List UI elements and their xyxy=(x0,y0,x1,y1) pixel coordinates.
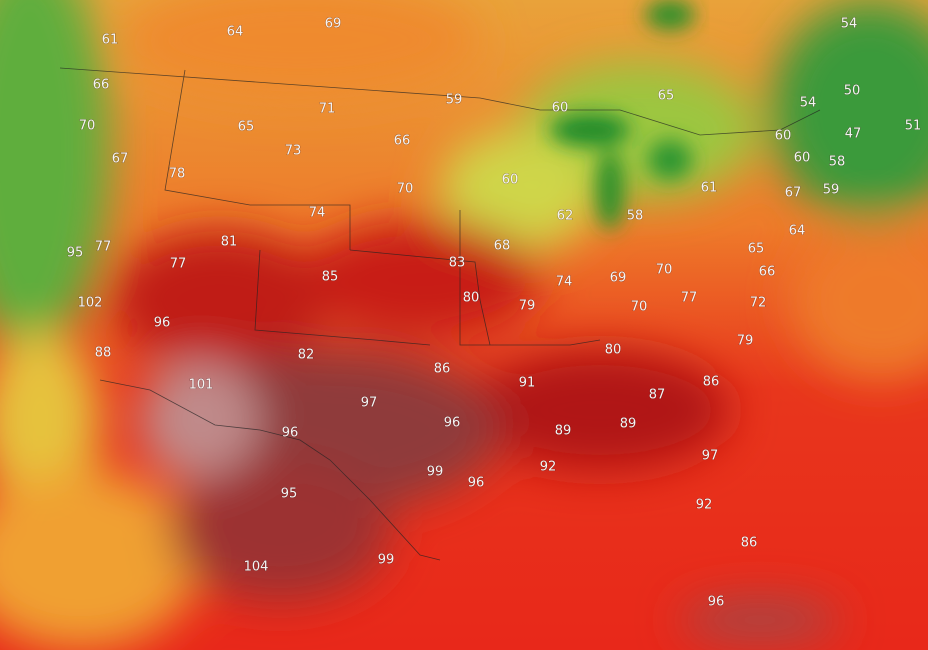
temperature-label: 99 xyxy=(427,465,444,480)
temperature-label: 101 xyxy=(189,378,214,393)
temperature-label: 69 xyxy=(610,271,627,286)
temperature-label: 83 xyxy=(449,256,466,271)
temperature-label: 66 xyxy=(93,78,110,93)
temperature-label: 86 xyxy=(741,536,758,551)
temperature-label: 60 xyxy=(775,129,792,144)
temperature-label: 67 xyxy=(785,186,802,201)
temperature-label: 69 xyxy=(325,17,342,32)
temperature-label: 78 xyxy=(169,167,186,182)
temperature-label: 72 xyxy=(750,296,767,311)
temperature-label: 79 xyxy=(737,334,754,349)
temperature-label: 58 xyxy=(829,155,846,170)
temperature-label: 95 xyxy=(67,246,84,261)
temperature-label: 67 xyxy=(112,152,129,167)
temperature-label: 68 xyxy=(494,239,511,254)
temperature-label: 54 xyxy=(800,96,817,111)
temperature-label: 65 xyxy=(238,120,255,135)
temperature-label: 71 xyxy=(319,102,336,117)
temperature-label: 77 xyxy=(95,240,112,255)
temperature-label: 59 xyxy=(446,93,463,108)
temperature-label: 92 xyxy=(540,460,557,475)
temperature-label: 86 xyxy=(434,362,451,377)
temperature-label: 77 xyxy=(681,291,698,306)
temperature-label: 88 xyxy=(95,346,112,361)
temperature-label: 65 xyxy=(658,89,675,104)
temperature-label: 79 xyxy=(519,299,536,314)
temperature-label: 70 xyxy=(656,263,673,278)
temperature-label: 73 xyxy=(285,144,302,159)
temperature-label: 70 xyxy=(631,300,648,315)
temperature-label: 99 xyxy=(378,553,395,568)
temperature-label: 51 xyxy=(905,119,922,134)
temperature-label: 86 xyxy=(703,375,720,390)
temperature-label: 66 xyxy=(759,265,776,280)
temperature-label: 96 xyxy=(444,416,461,431)
temperature-label: 60 xyxy=(502,173,519,188)
temperature-label: 96 xyxy=(154,316,171,331)
temperature-label: 70 xyxy=(397,182,414,197)
temperature-label: 81 xyxy=(221,235,238,250)
temperature-label: 92 xyxy=(696,498,713,513)
borders xyxy=(59,67,821,561)
temperature-label: 70 xyxy=(79,119,96,134)
temperature-label: 102 xyxy=(78,296,103,311)
temperature-label: 96 xyxy=(282,426,299,441)
temperature-label: 96 xyxy=(468,476,485,491)
temperature-label: 66 xyxy=(394,134,411,149)
temperature-label: 61 xyxy=(102,33,119,48)
temperature-label: 87 xyxy=(649,388,666,403)
temperature-label: 62 xyxy=(557,209,574,224)
temperature-label: 96 xyxy=(708,595,725,610)
temperature-label: 61 xyxy=(701,181,718,196)
temperature-label: 77 xyxy=(170,257,187,272)
temperature-label: 89 xyxy=(555,424,572,439)
temperature-label: 47 xyxy=(845,127,862,142)
temperature-label: 89 xyxy=(620,417,637,432)
temperature-label: 58 xyxy=(627,209,644,224)
temperature-label: 64 xyxy=(789,224,806,239)
temperature-label: 74 xyxy=(556,275,573,290)
temperature-label: 80 xyxy=(463,291,480,306)
temperature-label: 82 xyxy=(298,348,315,363)
temperature-label: 104 xyxy=(244,560,269,575)
temperature-label: 95 xyxy=(281,487,298,502)
temperature-label: 65 xyxy=(748,242,765,257)
temperature-label: 74 xyxy=(309,206,326,221)
temperature-label: 54 xyxy=(841,17,858,32)
temperature-label: 80 xyxy=(605,343,622,358)
temperature-label: 97 xyxy=(361,396,378,411)
temperature-label: 97 xyxy=(702,449,719,464)
temperature-label: 60 xyxy=(794,151,811,166)
temperature-label: 91 xyxy=(519,376,536,391)
temperature-label: 85 xyxy=(322,270,339,285)
temperature-label: 59 xyxy=(823,183,840,198)
temperature-label: 60 xyxy=(552,101,569,116)
lakes xyxy=(550,0,695,230)
temperature-label: 50 xyxy=(844,84,861,99)
temperature-labels: 61 64 69 54 66 59 60 65 54 50 70 71 65 66 60 47 51 67 73 60… xyxy=(66,16,922,610)
temperature-label: 64 xyxy=(227,25,244,40)
